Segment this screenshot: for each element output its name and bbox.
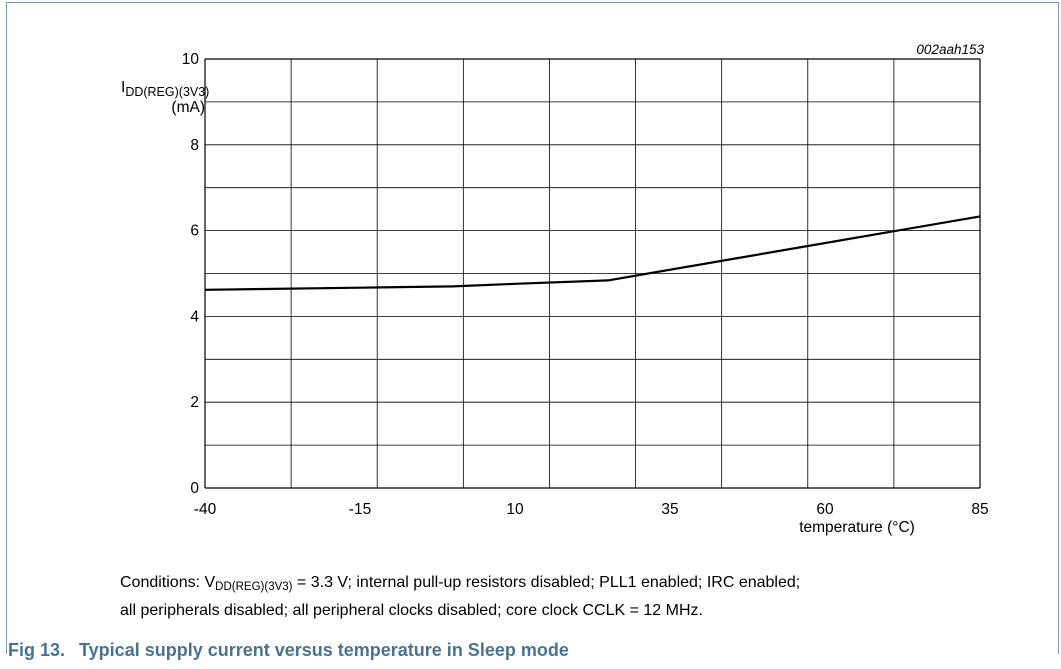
x-tick-label: 60 <box>816 501 834 518</box>
x-tick-label: 10 <box>506 501 524 518</box>
figure-frame <box>6 2 1059 654</box>
y-axis-label-main: I <box>121 79 125 96</box>
figure-caption: Fig 13. Typical supply current versus tem… <box>8 640 569 661</box>
y-tick-label: 10 <box>182 51 200 68</box>
series-group <box>204 215 981 291</box>
conditions-line-2: all peripherals disabled; all peripheral… <box>120 602 703 619</box>
y-tick-label: 4 <box>190 308 199 325</box>
y-tick-label: 8 <box>190 137 199 154</box>
tick-labels: -40 -15 10 35 60 85 0 2 4 6 8 10 <box>182 51 989 518</box>
figure-code: 002aah153 <box>916 42 984 57</box>
x-tick-label: 85 <box>971 501 988 518</box>
y-axis-label: IDD(REG)(3V3) <box>121 79 209 99</box>
x-tick-label: 35 <box>661 501 678 518</box>
figure-number: Fig 13. <box>8 640 66 660</box>
series-line <box>204 215 981 291</box>
x-tick-label: -40 <box>194 501 217 518</box>
x-tick-label: -15 <box>349 501 371 518</box>
conditions-line-1: Conditions: VDD(REG)(3V3) = 3.3 V; inter… <box>120 574 801 593</box>
y-axis-unit: (mA) <box>171 99 205 116</box>
conditions-text: Conditions: VDD(REG)(3V3) = 3.3 V; inter… <box>120 571 1050 622</box>
y-tick-label: 0 <box>190 480 199 497</box>
x-axis-label: temperature (°C) <box>799 519 915 536</box>
y-tick-label: 6 <box>190 223 199 240</box>
y-axis-label-sub: DD(REG)(3V3) <box>125 85 209 99</box>
y-tick-label: 2 <box>190 394 199 411</box>
figure-title: Typical supply current versus temperatur… <box>79 640 569 660</box>
grid <box>204 58 981 489</box>
